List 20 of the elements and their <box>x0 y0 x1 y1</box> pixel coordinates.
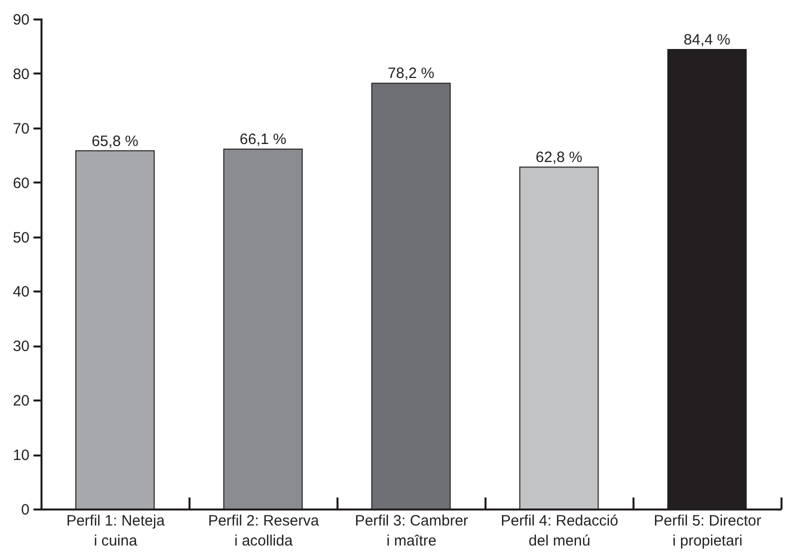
x-tick-label: Perfil 5: Director i propietari <box>654 512 762 550</box>
y-tick-label: 30 <box>12 338 30 356</box>
y-tick-label: 80 <box>12 66 30 83</box>
data-label: 78,2 % <box>388 65 434 82</box>
y-tick-label: 10 <box>12 447 30 464</box>
y-tick-label: 50 <box>12 229 30 246</box>
y-tick-label: 70 <box>12 120 30 138</box>
x-tick-label: Perfil 1: Neteja i cuina <box>66 512 166 550</box>
x-tick-label: Perfil 2: Reserva i acollida <box>208 512 320 550</box>
y-tick-label: 40 <box>12 284 30 301</box>
y-tick-label: 0 <box>21 502 30 518</box>
y-tick-label: 90 <box>12 12 30 28</box>
y-tick-label: 60 <box>12 174 30 192</box>
data-label: 66,1 % <box>240 131 286 148</box>
y-tick-label: 20 <box>12 392 30 410</box>
data-label: 62,8 % <box>536 149 582 166</box>
x-tick-label: Perfil 3: Cambrer i maître <box>354 512 468 550</box>
x-tick-label: Perfil 4: Redacció del menú <box>500 512 618 550</box>
data-label: 84,4 % <box>684 31 730 48</box>
data-label: 65,8 % <box>92 132 138 150</box>
